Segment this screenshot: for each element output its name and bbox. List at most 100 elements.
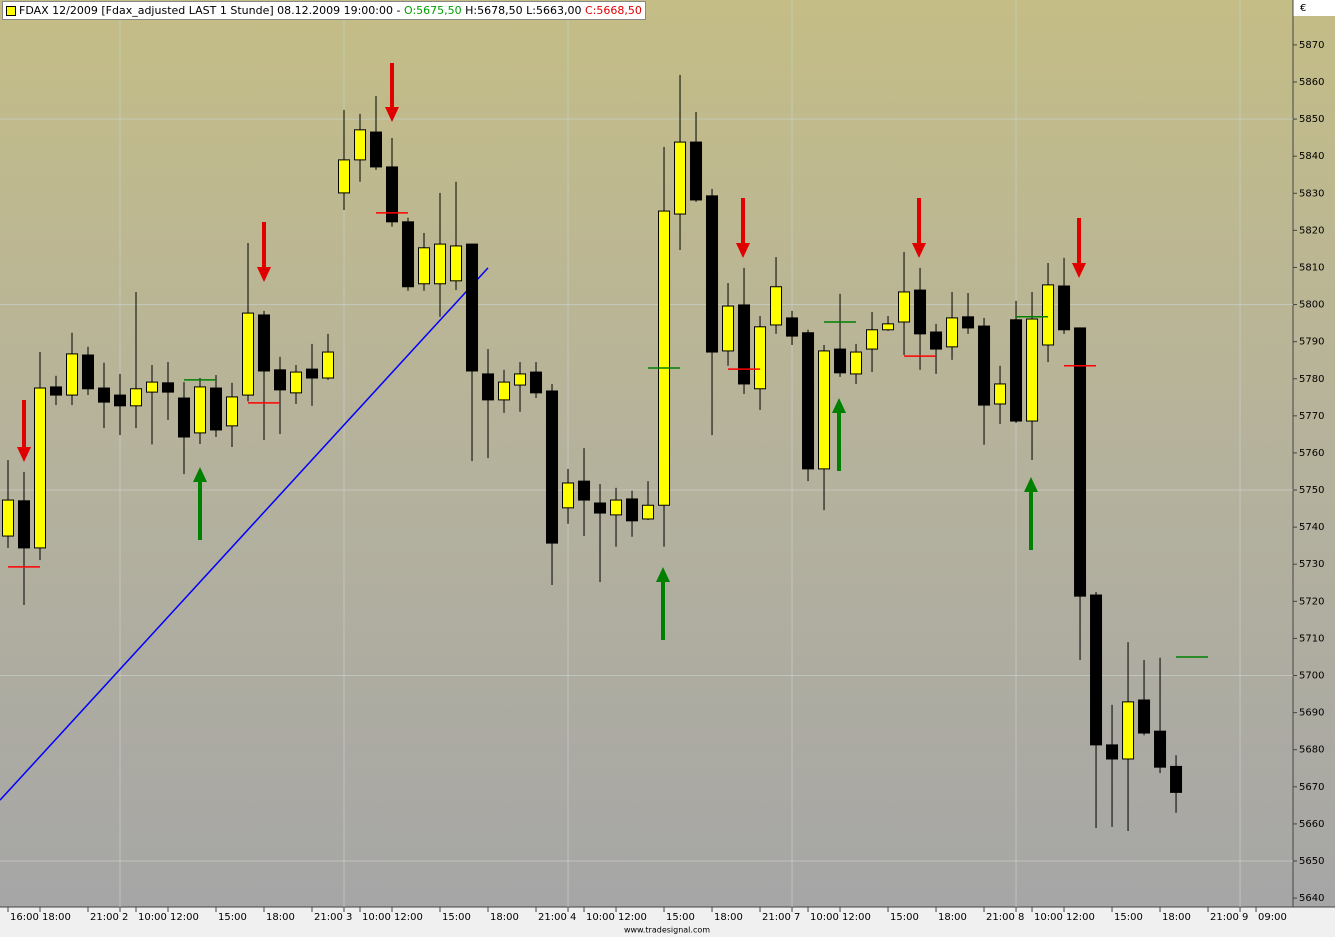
candle-body — [402, 221, 415, 288]
header-close: C:5668,50 — [584, 4, 642, 17]
buy-arrow-head — [832, 398, 846, 413]
candle-body — [978, 325, 991, 406]
x-tick-label: 15:00 — [890, 912, 919, 923]
x-tick-label: 12:00 — [170, 912, 199, 923]
candle-body — [578, 480, 591, 501]
candle-body — [706, 195, 719, 353]
candle-body — [850, 351, 863, 375]
candle-body — [1074, 327, 1087, 597]
candle-body — [642, 504, 655, 520]
candle-body — [162, 382, 175, 393]
candle-body — [898, 291, 911, 323]
candle-body — [434, 243, 447, 285]
candle-body — [306, 368, 319, 379]
candle-body — [1058, 285, 1071, 331]
candle-body — [2, 499, 15, 537]
candle-body — [242, 312, 255, 396]
x-tick-label: 10:00 — [138, 912, 167, 923]
sell-arrow-head — [257, 267, 271, 282]
candle-body — [482, 373, 495, 401]
candle-body — [354, 129, 367, 161]
header-open: O:5675,50 — [403, 4, 462, 17]
candle-body — [818, 350, 831, 470]
x-tick-label: 18:00 — [938, 912, 967, 923]
candle-body — [386, 166, 399, 223]
candle-body — [258, 314, 271, 372]
candle-body — [130, 388, 143, 407]
x-tick-label: 15:00 — [442, 912, 471, 923]
candle-body — [370, 131, 383, 168]
candle-body — [338, 159, 351, 194]
candle-body — [450, 245, 463, 282]
candle-body — [738, 304, 751, 385]
y-tick-label: 5800 — [1299, 300, 1324, 311]
x-tick-label: 18:00 — [714, 912, 743, 923]
candle-body — [1170, 765, 1183, 793]
x-tick-label: 3 — [346, 912, 352, 923]
y-tick-label: 5860 — [1299, 77, 1324, 88]
candle-body — [82, 354, 95, 390]
x-tick-label: 16:00 — [10, 912, 39, 923]
candle-body — [1026, 318, 1039, 422]
y-tick-label: 5780 — [1299, 374, 1324, 385]
y-tick-label: 5650 — [1299, 856, 1324, 867]
candle-body — [530, 371, 543, 394]
x-tick-label: 8 — [1018, 912, 1024, 923]
candle-body — [98, 387, 111, 403]
x-tick-label: 21:00 — [90, 912, 119, 923]
y-tick-label: 5680 — [1299, 745, 1324, 756]
y-tick-label: 5700 — [1299, 671, 1324, 682]
x-tick-label: 21:00 — [986, 912, 1015, 923]
candle-body — [562, 482, 575, 509]
y-tick-label: 5710 — [1299, 633, 1324, 644]
y-tick-label: 5770 — [1299, 411, 1324, 422]
candle-body — [994, 383, 1007, 405]
y-tick-label: 5830 — [1299, 188, 1324, 199]
footer: www.tradesignal.com — [624, 926, 710, 935]
y-tick-label: 5820 — [1299, 225, 1324, 236]
x-tick-label: 2 — [122, 912, 128, 923]
y-tick-label: 5720 — [1299, 596, 1324, 607]
candle-body — [498, 381, 511, 401]
candle-body — [114, 394, 127, 407]
x-tick-label: 12:00 — [618, 912, 647, 923]
candle-body — [594, 502, 607, 514]
x-tick-label: 10:00 — [362, 912, 391, 923]
x-tick-label: 18:00 — [42, 912, 71, 923]
y-tick-label: 5790 — [1299, 337, 1324, 348]
sell-arrow-head — [912, 243, 926, 258]
sell-arrow-head — [17, 447, 31, 462]
axis-background — [1293, 0, 1335, 907]
x-tick-label: 21:00 — [1210, 912, 1239, 923]
header-high: H:5678,50 — [465, 4, 523, 17]
candle-body — [946, 317, 959, 348]
buy-arrow-head — [656, 567, 670, 582]
buy-arrow-head — [1024, 477, 1038, 492]
candle-body — [1138, 699, 1151, 734]
candle-body — [66, 353, 79, 396]
candle-body — [1106, 744, 1119, 760]
candle-body — [1122, 701, 1135, 760]
candle-body — [722, 305, 735, 352]
candle-body — [626, 498, 639, 522]
header-low: L:5663,00 — [526, 4, 582, 17]
x-tick-label: 21:00 — [538, 912, 567, 923]
candle-body — [1010, 319, 1023, 422]
candle-body — [546, 390, 559, 544]
candle-body — [1042, 284, 1055, 346]
candle-body — [418, 247, 431, 285]
x-tick-label: 12:00 — [842, 912, 871, 923]
candle-body — [610, 499, 623, 516]
candle-body — [1090, 594, 1103, 746]
sell-arrow-head — [736, 243, 750, 258]
currency-box — [1293, 0, 1335, 16]
x-tick-label: 21:00 — [762, 912, 791, 923]
x-tick-label: 10:00 — [586, 912, 615, 923]
x-tick-label: 18:00 — [490, 912, 519, 923]
x-tick-label: 09:00 — [1258, 912, 1287, 923]
candle-body — [466, 243, 479, 372]
trendline — [0, 267, 489, 801]
candle-body — [754, 326, 767, 390]
